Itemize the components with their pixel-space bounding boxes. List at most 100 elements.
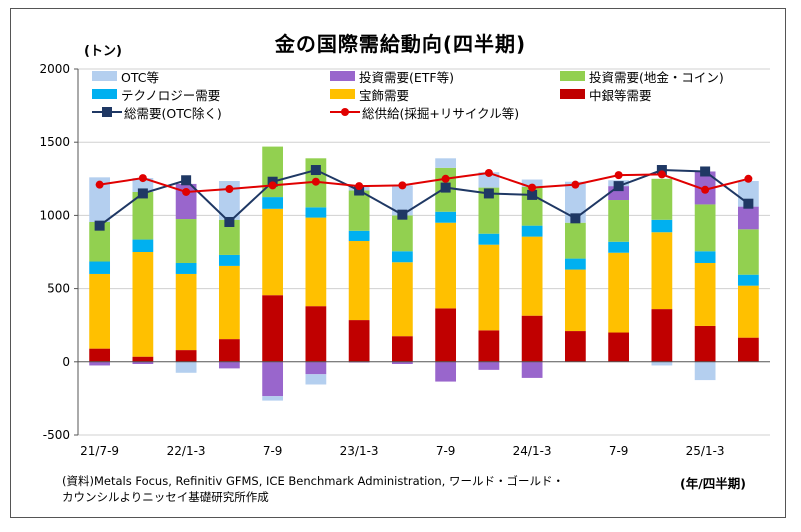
y-tick-label: 0 <box>62 355 70 369</box>
bar-segment <box>694 325 716 362</box>
bar-segment <box>175 361 197 373</box>
bar-segment <box>737 229 759 275</box>
legend-entry-etf: 投資需要(ETF等) <box>330 67 454 85</box>
legend-swatch <box>560 89 585 99</box>
bar-segment <box>175 183 197 220</box>
legend-label: OTC等 <box>121 69 159 85</box>
bar-segment <box>608 332 630 362</box>
bar-segment <box>262 197 284 209</box>
bar-segment <box>89 261 111 274</box>
x-tick-label: 7-9 <box>263 444 283 458</box>
legend-line-square-marker <box>92 105 122 119</box>
x-tick-label: 21/7-9 <box>80 444 119 458</box>
bar-segment <box>305 361 327 375</box>
bar-segment <box>132 191 154 240</box>
series-line <box>99 171 749 193</box>
data-point-circle <box>528 183 537 192</box>
legend-entry-bar-coin: 投資需要(地金・コイン) <box>560 67 724 85</box>
bar-segment <box>564 331 586 362</box>
bar-segment <box>218 361 240 369</box>
data-point-square <box>527 189 538 200</box>
data-point-circle <box>571 180 580 189</box>
bar-segment <box>608 241 630 253</box>
data-point-square <box>570 213 581 224</box>
data-point-square <box>700 166 711 177</box>
x-tick-label: 25/1-3 <box>686 444 725 458</box>
y-tick-label: 1500 <box>39 135 70 149</box>
bar-segment <box>435 222 457 309</box>
bar-segment <box>391 262 413 337</box>
bar-segment <box>305 374 327 385</box>
bar-segment <box>262 361 284 397</box>
bar-segment <box>564 258 586 270</box>
legend-label: 投資需要(地金・コイン) <box>589 69 724 85</box>
source-line: (資料)Metals Focus, Refinitiv GFMS, ICE Be… <box>62 474 564 488</box>
bar-segment <box>175 350 197 362</box>
bar-segment <box>737 206 759 230</box>
bar-segment <box>348 190 370 231</box>
bar-segment <box>348 320 370 362</box>
bar-segment <box>391 336 413 362</box>
data-point-circle <box>441 174 450 183</box>
bar-segment <box>132 356 154 362</box>
bar-segment <box>737 274 759 286</box>
bar-segment <box>132 252 154 357</box>
bar-segment <box>262 208 284 296</box>
bar-segment <box>694 204 716 252</box>
bar-segment <box>348 241 370 321</box>
bar-segment <box>521 361 543 378</box>
series-line <box>99 168 749 227</box>
bar-segment <box>89 221 111 262</box>
y-tick-label: 1000 <box>39 208 70 222</box>
data-point-square <box>483 188 494 199</box>
bar-segment <box>175 219 197 263</box>
bar-segment <box>521 186 543 226</box>
bar-segment <box>132 178 154 192</box>
data-point-square <box>613 181 624 192</box>
legend-swatch <box>92 71 117 81</box>
bar-segment <box>478 233 500 245</box>
data-point-circle <box>182 187 191 196</box>
legend-label: 中銀等需要 <box>589 87 652 103</box>
bar-segment <box>651 361 673 366</box>
x-tick-label: 24/1-3 <box>513 444 552 458</box>
legend-entry-total-demand: 総需要(OTC除く) <box>92 103 222 121</box>
bar-segment <box>435 308 457 362</box>
bar-segment <box>521 225 543 237</box>
bar-segment <box>737 285 759 338</box>
bar-segment <box>478 244 500 331</box>
bar-segment <box>521 315 543 362</box>
chart-title: 金の国際需給動向(四半期) <box>274 32 527 56</box>
bar-segment <box>218 180 240 220</box>
bar-segment <box>348 230 370 242</box>
bar-segment <box>478 187 500 234</box>
bar-segment <box>651 178 673 220</box>
bar-segment <box>132 361 154 364</box>
legend-entry-otc: OTC等 <box>92 67 159 85</box>
bar-segment <box>262 295 284 362</box>
x-tick-label: 23/1-3 <box>340 444 379 458</box>
bar-segment <box>175 262 197 274</box>
legend-entry-technology: テクノロジー需要 <box>92 85 220 103</box>
bar-segment <box>694 251 716 263</box>
bar-segment <box>262 396 284 401</box>
bar-segment <box>694 361 716 381</box>
data-point-circle <box>657 170 666 179</box>
x-tick-label: 22/1-3 <box>167 444 206 458</box>
bar-segment <box>564 222 586 259</box>
bar-segment <box>564 181 586 223</box>
bar-segment <box>305 207 327 218</box>
source-line: カウンシルよりニッセイ基礎研究所作成 <box>62 490 269 504</box>
legend-label: テクノロジー需要 <box>121 87 221 103</box>
legend-entry-jewelry: 宝飾需要 <box>330 85 409 103</box>
y-tick-label: 500 <box>47 282 70 296</box>
bar-segment <box>218 265 240 340</box>
bar-segment <box>478 172 500 188</box>
bar-segment <box>218 339 240 362</box>
data-point-square <box>354 185 365 196</box>
bar-segment <box>391 251 413 263</box>
data-point-circle <box>95 180 104 189</box>
bar-segment <box>391 185 413 216</box>
legend-label: 宝飾需要 <box>359 87 410 103</box>
legend-swatch <box>330 89 355 99</box>
